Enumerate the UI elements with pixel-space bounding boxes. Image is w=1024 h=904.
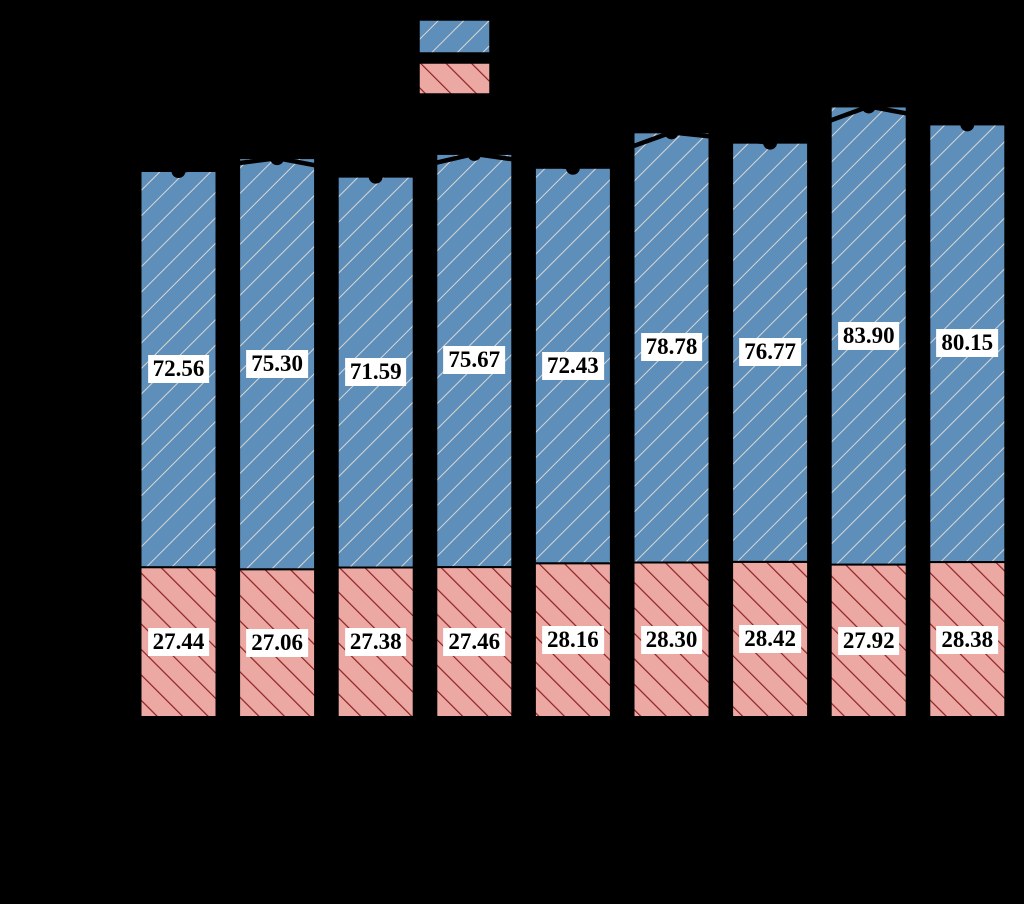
totals-line-marker bbox=[664, 125, 679, 140]
value-label-blue: 80.15 bbox=[936, 329, 999, 358]
legend bbox=[418, 19, 491, 95]
totals-line-marker bbox=[763, 135, 778, 150]
value-label-blue: 75.30 bbox=[246, 349, 308, 378]
totals-line-layer bbox=[171, 99, 975, 184]
totals-line-marker bbox=[960, 117, 975, 132]
value-label-red: 28.42 bbox=[739, 625, 801, 654]
value-label-red: 27.46 bbox=[443, 628, 506, 657]
value-label-red: 27.92 bbox=[837, 626, 900, 655]
value-label-red: 27.44 bbox=[147, 628, 210, 657]
value-label-blue: 83.90 bbox=[837, 321, 900, 350]
value-label-blue: 75.67 bbox=[443, 346, 506, 375]
legend-swatch-blue-hatched bbox=[418, 19, 491, 54]
value-label-red: 28.30 bbox=[640, 625, 703, 654]
totals-line-marker bbox=[565, 160, 580, 175]
totals-line-marker bbox=[467, 146, 482, 161]
value-label-red: 27.38 bbox=[344, 628, 407, 657]
value-label-red: 27.06 bbox=[246, 629, 308, 658]
value-label-blue: 72.56 bbox=[147, 355, 210, 384]
totals-line-marker bbox=[368, 169, 383, 184]
value-label-red: 28.16 bbox=[542, 626, 604, 655]
legend-swatch-red-hatched bbox=[418, 62, 491, 95]
totals-line-marker bbox=[861, 99, 876, 114]
value-label-blue: 78.78 bbox=[640, 333, 703, 362]
value-label-blue: 71.59 bbox=[344, 358, 407, 387]
totals-line-marker bbox=[171, 164, 186, 178]
value-label-red: 28.38 bbox=[936, 625, 999, 654]
totals-line-marker bbox=[270, 151, 285, 166]
value-label-blue: 72.43 bbox=[542, 351, 604, 380]
value-label-blue: 76.77 bbox=[739, 338, 801, 367]
